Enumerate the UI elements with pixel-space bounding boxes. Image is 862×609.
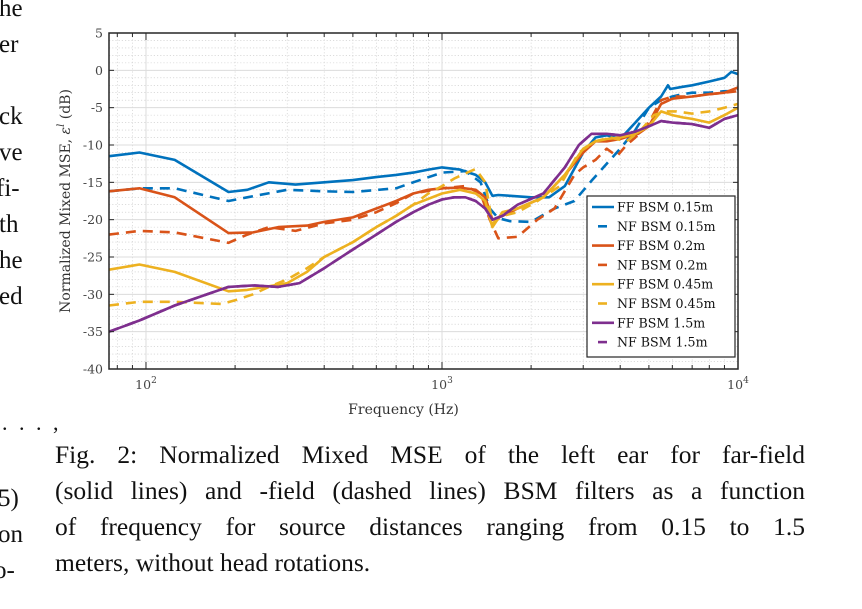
- figure-caption: Fig. 2: Normalized Mixed MSE of the left…: [55, 437, 805, 581]
- y-tick-label: -25: [83, 250, 103, 265]
- ellipsis-fragment: . . . ,: [2, 410, 62, 435]
- legend-label: FF BSM 0.45m: [617, 277, 713, 292]
- y-axis-label-main: Normalized Mixed MSE,: [58, 134, 74, 312]
- y-axis-label-superscript: l: [56, 124, 67, 127]
- legend-label: NF BSM 0.15m: [617, 219, 716, 234]
- y-tick-label: -5: [91, 100, 103, 115]
- x-tick-exponent: 2: [151, 376, 157, 386]
- legend-entry: FF BSM 0.15m: [592, 200, 713, 215]
- text-fragment-on: on: [0, 521, 23, 548]
- x-axis-label: Frequency (Hz): [348, 402, 459, 418]
- x-tick-base: 10: [727, 377, 743, 392]
- y-axis-label: Normalized Mixed MSE, εl (dB): [56, 89, 74, 313]
- equation-number-fragment: 5): [0, 485, 19, 512]
- caption-line: Fig. 2: Normalized Mixed MSE of the left…: [55, 440, 805, 469]
- series-line-nf-bsm-0-45m: [108, 102, 739, 307]
- legend-entry: FF BSM 0.2m: [592, 238, 705, 253]
- series-line-nf-bsm-1-5m: [108, 113, 739, 333]
- y-tick-label: -35: [83, 324, 103, 339]
- y-tick-label: -15: [83, 175, 103, 190]
- y-axis-label-symbol: ε: [58, 127, 74, 135]
- text-fragment: ck: [0, 103, 23, 130]
- series-line-nf-bsm-0-2m: [108, 89, 739, 245]
- legend-label: NF BSM 0.2m: [617, 257, 708, 272]
- x-tick-base: 10: [431, 377, 447, 392]
- text-fragment: he: [0, 0, 23, 22]
- text-fragment: th: [0, 211, 19, 238]
- legend-label: NF BSM 1.5m: [617, 335, 708, 350]
- y-tick-label: -10: [83, 138, 103, 153]
- text-fragment: er: [0, 31, 19, 58]
- legend-label: FF BSM 0.15m: [617, 200, 713, 215]
- text-fragment: fi-: [0, 175, 20, 202]
- caption-line: of frequency for source distances rangin…: [55, 512, 805, 541]
- legend-entry: NF BSM 1.5m: [598, 335, 708, 350]
- legend-label: NF BSM 0.45m: [617, 296, 716, 311]
- legend-entry: NF BSM 0.45m: [598, 296, 716, 311]
- x-tick-label: 102: [135, 376, 157, 392]
- y-tick-label: 5: [95, 26, 103, 41]
- text-fragment: ed: [0, 283, 23, 310]
- text-fragment: he: [0, 247, 23, 274]
- text-fragment-hyphen: o-: [0, 557, 15, 584]
- caption-line: meters, without head rotations.: [55, 548, 371, 577]
- x-tick-label: 103: [431, 376, 453, 392]
- text-fragment: ve: [0, 139, 23, 166]
- y-tick-label: -40: [83, 362, 103, 377]
- y-tick-label: 0: [95, 63, 103, 78]
- legend-entry: NF BSM 0.2m: [598, 257, 708, 272]
- legend: FF BSM 0.15m NF BSM 0.15m FF BSM 0.2m NF BS…: [586, 195, 736, 358]
- legend-label: FF BSM 0.2m: [617, 238, 705, 253]
- legend-entry: FF BSM 1.5m: [592, 315, 705, 330]
- legend-entry: NF BSM 0.15m: [598, 219, 716, 234]
- y-tick-label: -20: [83, 212, 103, 227]
- legend-label: FF BSM 1.5m: [617, 315, 705, 330]
- legend-entry: FF BSM 0.45m: [592, 277, 713, 292]
- x-tick-exponent: 3: [447, 376, 453, 386]
- x-tick-base: 10: [135, 377, 151, 392]
- caption-line: (solid lines) and -field (dashed lines) …: [55, 476, 805, 505]
- y-tick-label: -30: [83, 287, 103, 302]
- series-line-nf-bsm-0-15m: [108, 87, 739, 224]
- y-axis-label-unit: (dB): [58, 89, 74, 124]
- legend-box: [586, 195, 736, 358]
- plot-frame: [108, 32, 739, 370]
- series-lines: [108, 70, 739, 333]
- x-tick-exponent: 4: [743, 376, 749, 386]
- x-tick-label: 104: [727, 376, 749, 392]
- series-line-ff-bsm-0-15m: [108, 70, 739, 199]
